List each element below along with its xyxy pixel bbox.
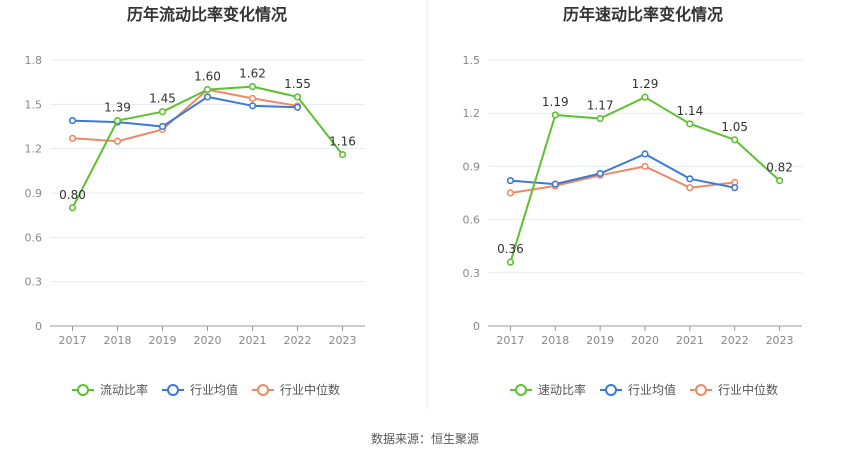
chart1-legend-label[interactable]: 行业均值: [190, 382, 238, 397]
chart2-y-tick-label: 1.5: [463, 54, 481, 67]
chart2-series-point-2: [641, 150, 649, 158]
chart1-series-point-1: [338, 150, 347, 159]
chart-title-quick-ratio: 历年速动比率变化情况: [563, 5, 723, 24]
chart1-data-label: 0.80: [59, 188, 86, 202]
chart1-series-line-3: [72, 88, 298, 143]
chart2-x-tick-label: 2020: [631, 334, 659, 347]
chart1-series-point-1: [203, 85, 212, 94]
chart1-series-point-3: [113, 137, 122, 145]
chart2-series-point-2: [596, 169, 604, 178]
chart2-x-tick-label: 2023: [766, 334, 794, 347]
chart2-x-tick-label: 2018: [541, 334, 569, 347]
chart1-series-point-1: [248, 82, 257, 91]
chart1-y-tick-label: 0.3: [25, 276, 43, 289]
chart2-series-point-1: [596, 114, 604, 123]
chart1-x-tick-label: 2022: [284, 334, 312, 347]
chart2-data-label: 1.17: [587, 99, 614, 113]
chart1-series-point-2: [203, 93, 212, 101]
chart2-x-tick-label: 2019: [586, 334, 614, 347]
chart1-series-point-2: [68, 116, 77, 125]
chart2-data-label: 1.05: [721, 120, 748, 134]
chart2-legend-label[interactable]: 速动比率: [538, 382, 586, 397]
chart1-legend-marker-icon[interactable]: [167, 384, 179, 396]
chart1-legend-marker-icon[interactable]: [77, 384, 89, 396]
chart2-y-tick-label: 0.6: [463, 214, 481, 227]
chart2-series-point-1: [641, 93, 649, 101]
chart2-series-point-1: [686, 120, 694, 128]
chart2-data-label: 1.29: [632, 77, 659, 91]
chart2-series-point-2: [731, 184, 739, 192]
chart1-series-point-1: [68, 204, 77, 212]
chart2-series-point-2: [551, 180, 559, 188]
data-source-note: 数据来源：恒生聚源: [371, 431, 479, 446]
chart2-series-point-1: [775, 176, 784, 185]
chart1-y-tick-label: 1.5: [25, 98, 43, 111]
chart2-series-line-3: [510, 165, 735, 194]
chart1-series-point-1: [158, 108, 167, 116]
chart2-legend-label[interactable]: 行业均值: [628, 382, 676, 397]
chart1-x-tick-label: 2018: [104, 334, 132, 347]
chart2-y-tick-label: 0.3: [463, 267, 481, 280]
chart1-series-point-1: [293, 93, 302, 101]
chart1-y-tick-label: 0.6: [25, 231, 43, 244]
chart1-data-label: 1.39: [104, 101, 131, 115]
chart1-data-label: 1.60: [194, 70, 221, 84]
chart1-series-line-2: [72, 95, 298, 128]
chart2-series-point-2: [506, 176, 515, 185]
chart2-series-point-3: [686, 184, 694, 192]
chart2-data-label: 1.14: [676, 104, 703, 118]
chart1-data-label: 1.62: [239, 67, 266, 81]
chart2-series-point-3: [506, 189, 515, 197]
chart1-y-tick-label: 1.2: [25, 143, 43, 156]
chart1-legend-marker-icon[interactable]: [257, 384, 269, 396]
chart1-y-tick-label: 0: [35, 320, 42, 333]
chart2-series-point-1: [506, 258, 515, 266]
chart1-series-point-1: [113, 116, 122, 125]
chart1-data-label: 1.16: [329, 135, 356, 149]
chart1-y-tick-label: 1.8: [25, 54, 43, 67]
chart1-legend-label[interactable]: 行业中位数: [280, 382, 340, 397]
chart2-legend-marker-icon[interactable]: [695, 384, 707, 396]
chart2-y-tick-label: 1.2: [463, 107, 481, 120]
chart2-series-line-2: [510, 153, 735, 189]
chart1-x-tick-label: 2023: [329, 334, 357, 347]
chart1-series-point-2: [248, 102, 257, 110]
chart2-series-point-1: [551, 111, 559, 119]
chart1-x-tick-label: 2019: [149, 334, 177, 347]
chart2-legend-label[interactable]: 行业中位数: [718, 382, 778, 397]
chart2-legend-marker-icon[interactable]: [605, 384, 617, 396]
chart1-x-tick-label: 2020: [194, 334, 222, 347]
chart2-legend-marker-icon[interactable]: [515, 384, 527, 396]
chart2-series-point-3: [641, 162, 649, 170]
chart1-series-point-2: [293, 103, 302, 111]
chart2-y-tick-label: 0.9: [463, 160, 481, 173]
chart1-x-tick-label: 2017: [59, 334, 87, 347]
chart1-legend-label[interactable]: 流动比率: [100, 382, 148, 397]
chart2-series-point-1: [731, 136, 739, 144]
chart2-data-label: 0.36: [497, 242, 524, 256]
chart1-x-tick-label: 2021: [239, 334, 267, 347]
chart2-data-label: 0.82: [766, 161, 793, 175]
chart2-data-label: 1.19: [542, 95, 569, 109]
chart1-series-point-3: [68, 134, 77, 142]
chart2-x-tick-label: 2022: [721, 334, 749, 347]
chart1-series-point-2: [158, 122, 167, 131]
chart2-y-tick-label: 0: [473, 320, 480, 333]
chart1-data-label: 1.55: [284, 77, 311, 91]
chart1-series-point-3: [248, 94, 257, 103]
chart2-series-point-2: [686, 175, 694, 183]
chart2-x-tick-label: 2017: [496, 334, 524, 347]
chart2-x-tick-label: 2021: [676, 334, 704, 347]
chart-title-current-ratio: 历年流动比率变化情况: [127, 5, 287, 24]
chart1-y-tick-label: 0.9: [25, 187, 43, 200]
chart1-data-label: 1.45: [149, 92, 176, 106]
